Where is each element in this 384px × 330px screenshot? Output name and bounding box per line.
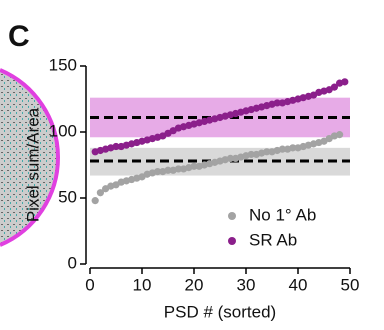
point bbox=[336, 131, 343, 138]
legend-label: SR Ab bbox=[249, 230, 297, 249]
x-tick-label: 10 bbox=[133, 275, 152, 294]
point bbox=[92, 197, 99, 204]
legend-marker bbox=[228, 212, 236, 220]
x-tick-label: 20 bbox=[185, 275, 204, 294]
chart: C Pixel sum/Area PSD # (sorted) 05010015… bbox=[0, 0, 384, 330]
y-tick-label: 150 bbox=[49, 55, 77, 74]
panel-label: C bbox=[8, 20, 30, 53]
y-tick-label: 0 bbox=[68, 253, 77, 272]
x-axis-label: PSD # (sorted) bbox=[164, 302, 276, 321]
legend-marker bbox=[228, 237, 236, 245]
x-tick-label: 0 bbox=[85, 275, 94, 294]
y-tick-label: 100 bbox=[49, 121, 77, 140]
page: {"chart_data": {"type": "scatter", "pane… bbox=[0, 0, 384, 330]
legend-label: No 1° Ab bbox=[249, 205, 316, 224]
point bbox=[341, 78, 348, 85]
x-tick-label: 30 bbox=[237, 275, 256, 294]
x-tick-label: 40 bbox=[289, 275, 308, 294]
x-tick-label: 50 bbox=[341, 275, 360, 294]
y-axis-label: Pixel sum/Area bbox=[23, 107, 42, 222]
y-tick-label: 50 bbox=[58, 187, 77, 206]
